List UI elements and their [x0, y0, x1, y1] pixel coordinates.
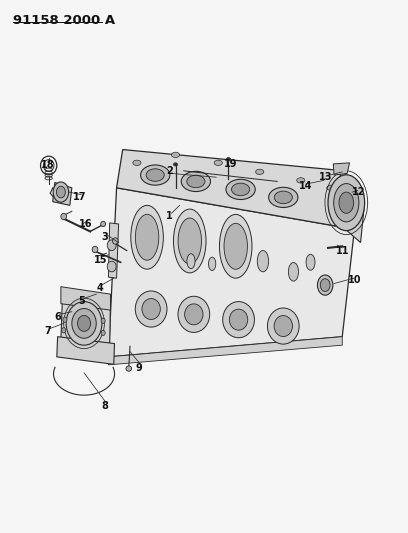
Ellipse shape	[208, 257, 216, 270]
Text: 12: 12	[352, 187, 365, 197]
Ellipse shape	[274, 191, 293, 204]
Text: 10: 10	[348, 275, 361, 285]
Ellipse shape	[61, 213, 67, 220]
Text: 9: 9	[135, 362, 142, 373]
Ellipse shape	[53, 182, 69, 202]
Ellipse shape	[223, 302, 255, 338]
Polygon shape	[109, 337, 342, 365]
Ellipse shape	[187, 175, 205, 188]
Text: 91158 2000 A: 91158 2000 A	[13, 14, 115, 27]
Ellipse shape	[288, 263, 299, 281]
Text: 13: 13	[319, 172, 333, 182]
Ellipse shape	[256, 169, 264, 174]
Ellipse shape	[92, 246, 98, 253]
Text: 19: 19	[224, 159, 237, 169]
Polygon shape	[109, 188, 355, 357]
Ellipse shape	[72, 309, 96, 338]
Text: 14: 14	[299, 181, 313, 191]
Ellipse shape	[224, 223, 247, 269]
Ellipse shape	[146, 169, 164, 181]
Ellipse shape	[131, 205, 163, 269]
Ellipse shape	[107, 261, 116, 272]
Ellipse shape	[187, 254, 195, 269]
Ellipse shape	[328, 175, 365, 231]
Ellipse shape	[297, 177, 305, 183]
Ellipse shape	[317, 275, 333, 295]
Polygon shape	[340, 171, 365, 243]
Polygon shape	[333, 163, 350, 175]
Polygon shape	[57, 337, 115, 365]
Ellipse shape	[226, 179, 255, 199]
Polygon shape	[109, 223, 119, 278]
Polygon shape	[117, 150, 355, 229]
Ellipse shape	[56, 186, 65, 198]
Polygon shape	[61, 296, 111, 348]
Ellipse shape	[135, 291, 167, 327]
Polygon shape	[61, 287, 111, 310]
Ellipse shape	[334, 183, 359, 222]
Ellipse shape	[133, 160, 141, 165]
Ellipse shape	[178, 218, 202, 264]
Ellipse shape	[267, 308, 299, 344]
Ellipse shape	[185, 304, 203, 325]
Ellipse shape	[257, 251, 268, 272]
Text: 3: 3	[101, 232, 108, 243]
Text: 5: 5	[79, 296, 85, 306]
Text: 1: 1	[166, 211, 173, 221]
Ellipse shape	[126, 366, 132, 371]
Ellipse shape	[181, 171, 211, 191]
Text: 17: 17	[73, 192, 87, 203]
Ellipse shape	[226, 158, 231, 161]
Ellipse shape	[173, 209, 206, 273]
Ellipse shape	[214, 160, 222, 165]
Ellipse shape	[101, 330, 105, 336]
Ellipse shape	[135, 214, 159, 260]
Ellipse shape	[178, 296, 210, 333]
Ellipse shape	[220, 214, 252, 278]
Ellipse shape	[142, 298, 160, 319]
Ellipse shape	[63, 317, 67, 322]
Text: 6: 6	[54, 312, 61, 322]
Ellipse shape	[78, 316, 91, 332]
Ellipse shape	[173, 163, 177, 166]
Ellipse shape	[66, 302, 102, 345]
Ellipse shape	[339, 192, 354, 213]
Text: 4: 4	[97, 283, 104, 293]
Ellipse shape	[113, 238, 118, 244]
Ellipse shape	[101, 318, 105, 324]
Polygon shape	[53, 182, 72, 205]
Ellipse shape	[141, 165, 170, 185]
Text: 11: 11	[335, 246, 349, 255]
Ellipse shape	[268, 187, 298, 207]
Ellipse shape	[231, 183, 250, 196]
Text: 18: 18	[41, 160, 54, 171]
Ellipse shape	[171, 152, 180, 158]
Ellipse shape	[306, 254, 315, 270]
Ellipse shape	[229, 309, 248, 330]
Ellipse shape	[107, 240, 116, 251]
Ellipse shape	[320, 279, 330, 292]
Text: 16: 16	[79, 219, 93, 229]
Text: 7: 7	[44, 326, 51, 336]
Text: 15: 15	[93, 255, 107, 264]
Ellipse shape	[274, 316, 293, 336]
Ellipse shape	[101, 221, 106, 227]
Ellipse shape	[62, 328, 66, 333]
Ellipse shape	[327, 185, 335, 190]
Text: 8: 8	[101, 401, 108, 411]
Text: 2: 2	[166, 166, 173, 176]
